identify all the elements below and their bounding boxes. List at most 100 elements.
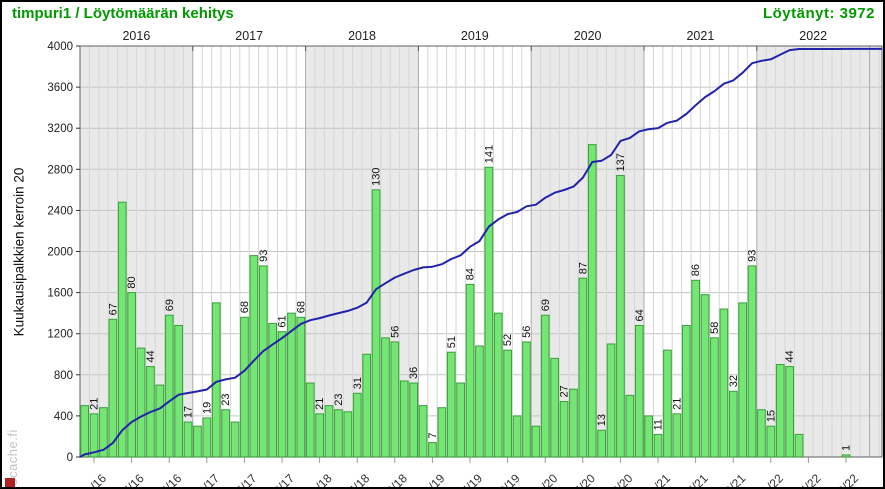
bar-06/2016 [127,292,137,458]
bar-01/2017 [193,425,202,458]
y-tick-label-1600: 1600 [47,288,73,300]
bar-05/2022 [794,433,804,458]
bar-02/2017 [202,417,212,458]
bar-value-label-12/2019: 56 [521,326,533,338]
bar-value-label-08/2017: 93 [258,250,270,262]
bar-01/2022 [757,409,766,458]
bar-value-label-10/2020: 137 [615,153,627,171]
bar-value-label-10/2018: 56 [389,326,401,338]
bar-08/2017 [258,265,268,458]
bar-10/2020 [616,174,625,458]
x-tick-label-09/18: 09/18 [379,471,410,489]
x-tick-label-09/17: 09/17 [266,471,297,489]
bar-03/2021 [663,349,672,458]
bar-06/2021 [691,279,700,458]
x-tick-label-09/22: 09/22 [830,471,861,489]
year-label-2016: 2016 [122,29,150,43]
bar-07/2016 [136,347,146,458]
bar-value-label-04/2021: 21 [671,398,683,410]
bar-11/2021 [738,302,747,458]
bar-04/2020 [559,401,569,458]
x-tick-label-05/22: 05/22 [792,471,823,489]
bar-08/2019 [484,166,494,458]
bar-04/2016 [108,318,118,458]
x-tick-label-01/17: 01/17 [191,471,222,489]
bar-07/2017 [249,255,259,458]
bar-value-label-02/2019: 7 [427,432,439,438]
bar-03/2022 [775,364,785,458]
bar-12/2020 [634,324,644,458]
bar-value-label-04/2017: 23 [220,393,232,405]
bar-value-label-06/2021: 86 [690,264,702,276]
year-label-2021: 2021 [686,29,714,43]
bar-07/2019 [475,345,484,458]
bar-04/2022 [785,366,794,458]
bar-09/2018 [381,337,390,458]
bar-06/2019 [465,283,475,458]
y-tick-label-4000: 4000 [47,41,73,53]
bar-value-label-12/2016: 17 [183,406,195,418]
x-tick-label-09/16: 09/16 [153,471,184,489]
bar-value-label-10/2016: 69 [164,299,176,311]
bar-value-label-02/2017: 19 [201,402,213,414]
bar-09/2021 [719,308,729,458]
bar-12/2018 [409,382,418,458]
bar-11/2020 [625,394,635,458]
found-total-badge: Löytänyt: 3972 [762,5,875,22]
bar-value-label-12/2018: 36 [408,367,420,379]
bar-03/2017 [211,302,221,458]
x-tick-label-01/18: 01/18 [304,471,335,489]
y-tick-label-400: 400 [54,411,73,423]
bar-12/2021 [747,265,757,458]
bar-01/2020 [531,425,541,458]
bar-value-label-02/2018: 21 [314,398,326,410]
bar-value-label-08/2020: 13 [596,414,608,426]
x-tick-label-09/19: 09/19 [492,471,523,489]
x-tick-label-01/20: 01/20 [529,471,560,489]
bar-12/2016 [183,421,193,458]
bar-05/2016 [117,201,127,458]
bar-07/2018 [362,353,371,458]
y-tick-label-800: 800 [54,370,73,382]
x-tick-label-09/20: 09/20 [604,471,635,489]
bar-10/2017 [277,331,287,458]
bar-01/2019 [418,405,428,458]
bar-value-label-06/2020: 87 [577,262,589,274]
bar-11/2016 [174,324,184,458]
bar-11/2018 [399,380,409,458]
bar-value-label-10/2017: 61 [277,315,289,327]
x-tick-label-01/21: 01/21 [642,471,673,489]
bar-06/2018 [352,392,362,458]
bar-value-label-02/2016: 21 [89,398,101,410]
bar-value-label-10/2022: 1 [841,445,853,451]
year-label-2018: 2018 [348,29,376,43]
bar-value-label-12/2021: 93 [747,250,759,262]
x-tick-label-05/18: 05/18 [341,471,372,489]
page-title: timpuri1 / Löytömäärän kehitys [12,5,234,22]
bar-10/2019 [503,349,512,458]
bar-03/2020 [550,357,559,458]
year-label-2017: 2017 [235,29,263,43]
x-tick-label-01/16: 01/16 [78,471,109,489]
bar-10/2016 [164,314,174,458]
bar-05/2020 [569,388,578,458]
bar-04/2019 [446,351,456,458]
bar-06/2020 [578,277,588,458]
bar-09/2020 [606,343,616,458]
bar-value-label-02/2020: 69 [540,299,552,311]
y-tick-label-2800: 2800 [47,164,73,176]
bar-12/2019 [522,341,531,458]
bar-04/2018 [334,409,343,458]
bar-04/2021 [672,413,682,458]
bar-08/2020 [597,429,606,458]
bar-10/2021 [728,390,738,458]
bar-value-label-12/2020: 64 [634,309,646,321]
bar-value-label-04/2020: 27 [559,385,571,397]
bar-value-label-10/2021: 32 [728,375,740,387]
bar-09/2019 [493,312,503,458]
bar-10/2018 [390,341,400,458]
bar-value-label-08/2016: 44 [145,350,157,362]
bar-02/2022 [766,425,776,458]
bar-value-label-06/2018: 31 [352,377,364,389]
